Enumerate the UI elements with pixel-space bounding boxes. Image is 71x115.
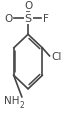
Text: S: S [24,14,32,24]
Text: Cl: Cl [52,51,62,61]
Text: F: F [43,14,49,24]
Text: O: O [24,1,32,11]
Text: NH: NH [4,95,19,105]
Text: 2: 2 [19,100,24,109]
Text: O: O [4,14,12,24]
